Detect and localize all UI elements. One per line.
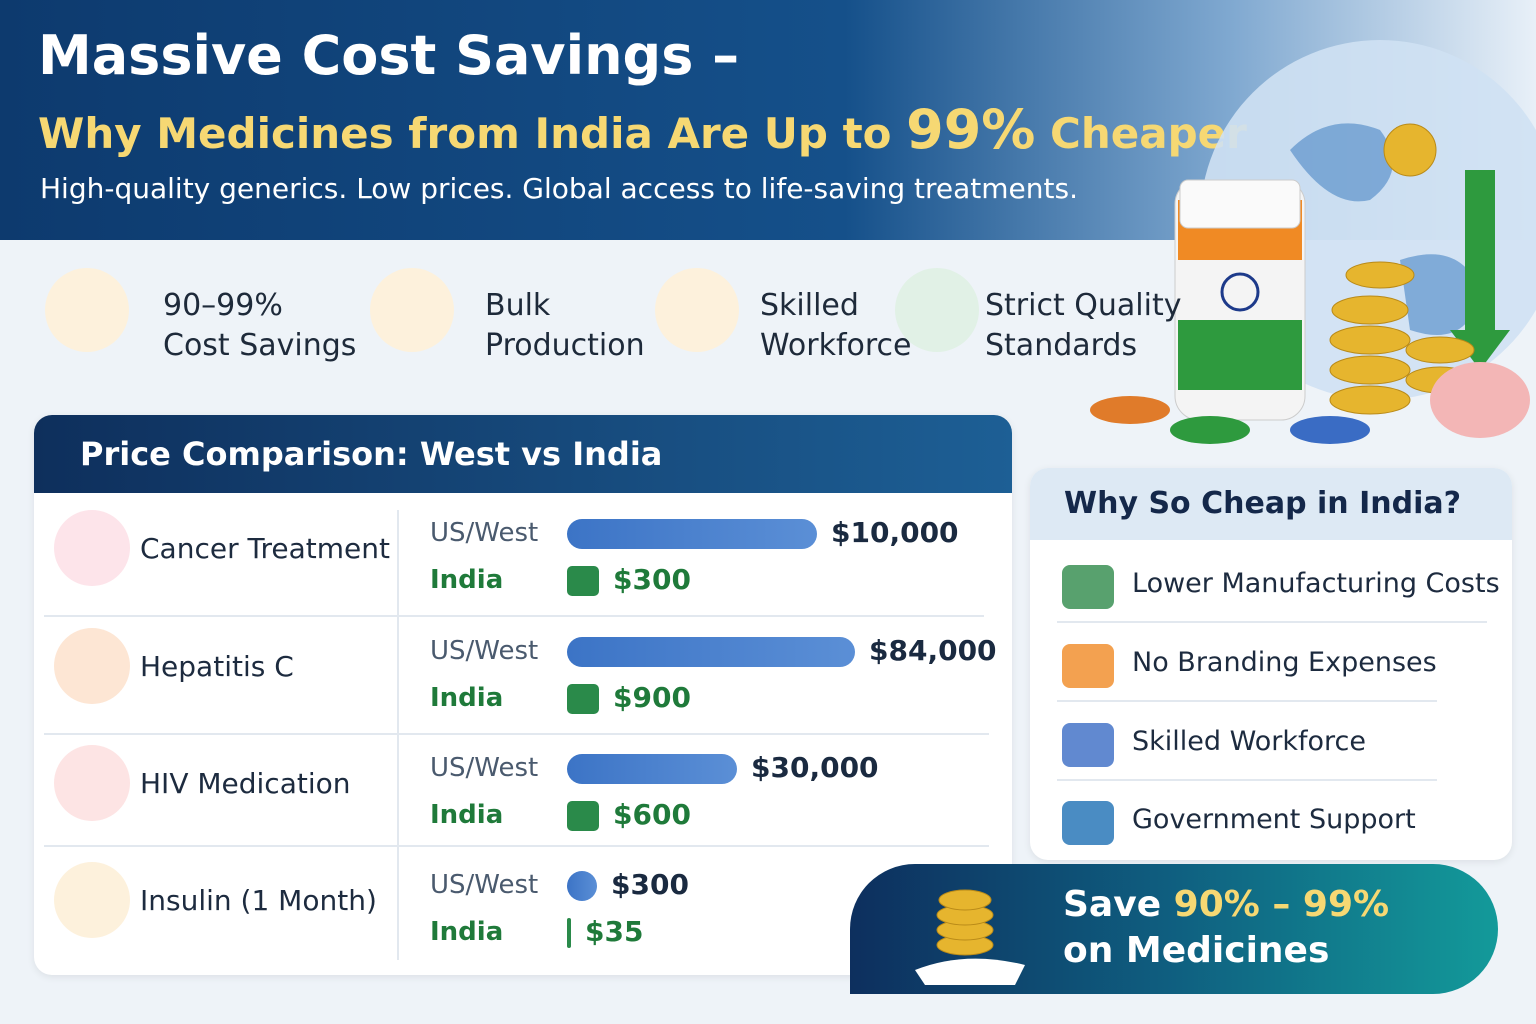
feature-line: Bulk [485,288,551,323]
divider [44,845,989,847]
banner-prefix: Save [1063,884,1162,925]
feature: Bulk Production [485,286,645,366]
west-price: $30,000 [751,751,879,784]
why-item: Skilled Workforce [1132,726,1366,757]
feature-icon [370,268,454,352]
comparison-header [34,415,1012,493]
west-bar [567,871,597,901]
feature-line: Production [485,328,645,363]
row-name: Cancer Treatment [140,532,390,565]
divider [44,615,984,617]
india-label: India [430,800,504,830]
feature: Skilled Workforce [760,286,912,366]
row-icon [54,862,130,938]
subtitle-start: Why Medicines from India Are Up to [38,109,892,158]
why-header [1030,468,1512,540]
feature-line: 90–99% [163,288,283,323]
divider [44,733,989,735]
why-icon [1062,801,1114,845]
feature-line: Workforce [760,328,912,363]
why-icon [1062,723,1114,767]
divider [1057,779,1437,781]
west-label: US/West [430,518,539,548]
subtitle-highlight: 99% [906,98,1036,161]
india-price: $300 [613,563,691,596]
tagline: High-quality generics. Low prices. Globa… [40,172,1078,205]
feature-icon [895,268,979,352]
banner-line2: on Medicines [1063,930,1330,971]
divider [1057,700,1437,702]
why-panel: Why So Cheap in India? [1030,468,1512,860]
india-bar [567,684,599,714]
comparison-title: Price Comparison: West vs India [80,435,663,473]
west-bar [567,754,737,784]
banner-highlight: 90% – 99% [1173,884,1390,925]
india-price: $600 [613,798,691,831]
india-bar [567,918,571,948]
why-title: Why So Cheap in India? [1064,486,1462,521]
row-icon [54,628,130,704]
west-price: $300 [611,868,689,901]
west-bar [567,519,817,549]
west-label: US/West [430,753,539,783]
row-name: Hepatitis C [140,650,294,683]
india-label: India [430,917,504,947]
feature-line: Standards [985,328,1138,363]
feature-line: Skilled [760,288,859,323]
feature-line: Cost Savings [163,328,357,363]
feature-icon [45,268,129,352]
india-label: India [430,683,504,713]
india-price: $35 [585,915,644,948]
west-price: $84,000 [869,634,997,667]
row-name: HIV Medication [140,767,351,800]
why-item: No Branding Expenses [1132,647,1437,678]
india-label: India [430,565,504,595]
comparison-panel: Price Comparison: West vs India [34,415,1012,975]
west-price: $10,000 [831,516,959,549]
india-bar [567,801,599,831]
banner-icon [915,889,1025,985]
why-item: Government Support [1132,804,1416,835]
feature-icon [655,268,739,352]
why-item: Lower Manufacturing Costs [1132,568,1500,599]
west-bar [567,637,855,667]
west-label: US/West [430,636,539,666]
row-name: Insulin (1 Month) [140,884,377,917]
feature-line: Strict Quality [985,288,1182,323]
india-bar [567,566,599,596]
why-icon [1062,644,1114,688]
subtitle-end: Cheaper [1050,109,1247,158]
india-price: $900 [613,681,691,714]
feature: Strict Quality Standards [985,286,1181,366]
west-label: US/West [430,870,539,900]
row-icon [54,510,130,586]
feature: 90–99% Cost Savings [163,286,356,366]
banner-line1: Save 90% – 99% [1063,884,1389,925]
subtitle: Why Medicines from India Are Up to 99% C… [38,98,1247,161]
why-icon [1062,565,1114,609]
divider [1057,621,1487,623]
row-icon [54,745,130,821]
divider [397,510,399,960]
illustration [1090,40,1536,444]
title: Massive Cost Savings – [38,24,740,87]
